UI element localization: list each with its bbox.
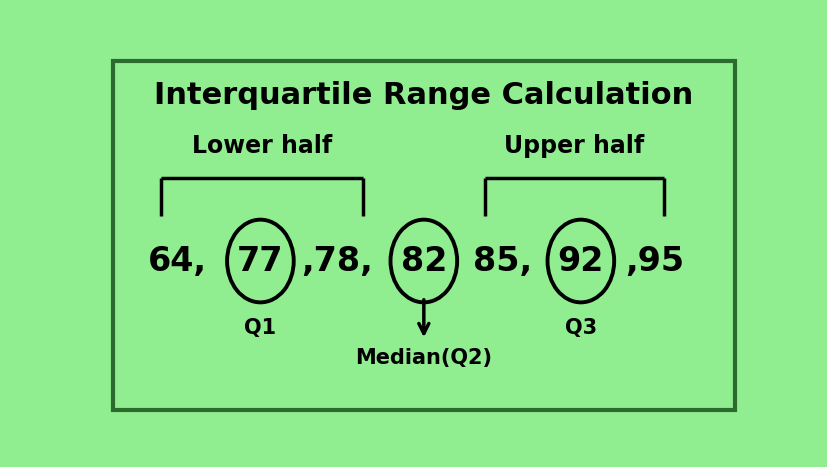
- Text: Median(Q2): Median(Q2): [356, 348, 492, 368]
- FancyBboxPatch shape: [113, 62, 734, 410]
- Ellipse shape: [547, 219, 614, 302]
- Text: 64,: 64,: [147, 245, 207, 277]
- Ellipse shape: [227, 219, 294, 302]
- Ellipse shape: [390, 219, 457, 302]
- Text: Q3: Q3: [565, 318, 597, 338]
- Text: 77: 77: [237, 245, 284, 277]
- Text: Upper half: Upper half: [504, 134, 644, 158]
- Text: 92: 92: [557, 245, 604, 277]
- Text: ,95: ,95: [625, 245, 684, 277]
- Text: Interquartile Range Calculation: Interquartile Range Calculation: [154, 81, 694, 110]
- Text: ,78,: ,78,: [301, 245, 373, 277]
- Text: Q1: Q1: [244, 318, 276, 338]
- Text: Lower half: Lower half: [192, 134, 332, 158]
- Text: 82: 82: [400, 245, 447, 277]
- Text: 85,: 85,: [473, 245, 533, 277]
